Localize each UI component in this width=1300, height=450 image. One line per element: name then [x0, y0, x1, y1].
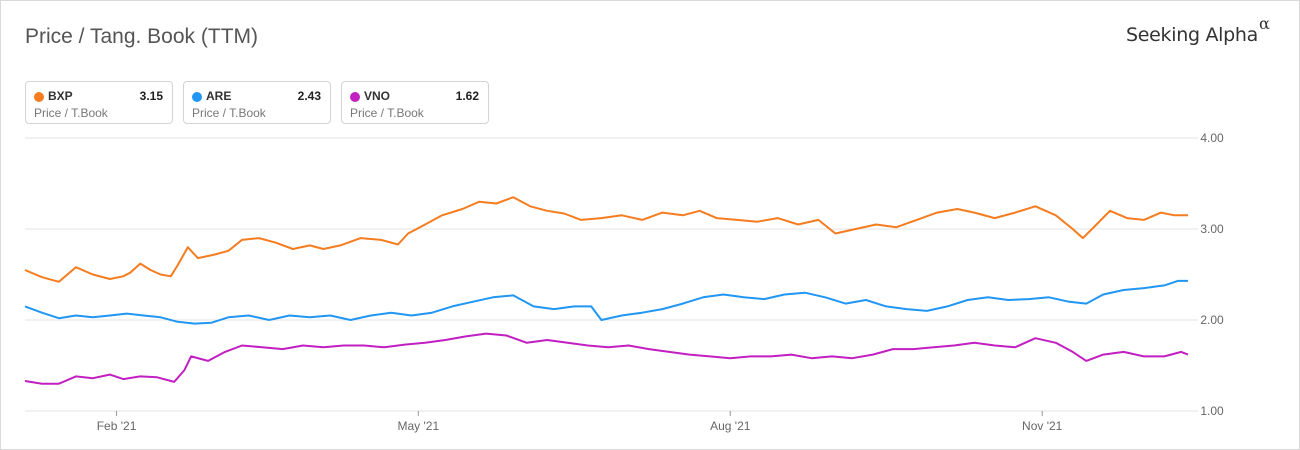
y-tick-label: 3.00: [1200, 222, 1224, 236]
legend-ticker: VNO: [364, 89, 391, 103]
legend-value: 3.15: [139, 89, 163, 103]
legend-ticker: ARE: [206, 89, 232, 103]
y-tick-label: 1.00: [1200, 404, 1224, 418]
series-dot-icon: [34, 92, 44, 102]
x-tick-label: Feb '21: [97, 419, 137, 433]
legend-card-vno[interactable]: VNO 1.62 Price / T.Book: [341, 81, 489, 124]
legend-ticker: BXP: [48, 89, 73, 103]
legend-metric: Price / T.Book: [350, 106, 424, 120]
y-tick-label: 4.00: [1200, 131, 1224, 145]
x-tick-label: Aug '21: [710, 419, 751, 433]
legend-value: 2.43: [297, 89, 321, 103]
legend-card-bxp[interactable]: BXP 3.15 Price / T.Book: [25, 81, 173, 124]
brand-logo[interactable]: Seeking Alphaα: [1126, 14, 1270, 46]
legend-metric: Price / T.Book: [34, 106, 108, 120]
legend-value: 1.62: [455, 89, 479, 103]
brand-name: Seeking Alpha: [1126, 24, 1258, 46]
series-dot-icon: [350, 92, 360, 102]
series-dot-icon: [192, 92, 202, 102]
legend-metric: Price / T.Book: [192, 106, 266, 120]
alpha-logo-icon: α: [1259, 14, 1270, 33]
x-tick-label: May '21: [397, 419, 439, 433]
x-tick-label: Nov '21: [1022, 419, 1063, 433]
series-line-are[interactable]: [24, 279, 1188, 325]
y-tick-label: 2.00: [1200, 313, 1224, 327]
series-line-vno[interactable]: [24, 332, 1189, 385]
chart-title: Price / Tang. Book (TTM): [25, 25, 259, 48]
legend-card-are[interactable]: ARE 2.43 Price / T.Book: [183, 81, 331, 124]
series-line-bxp[interactable]: [24, 196, 1188, 283]
